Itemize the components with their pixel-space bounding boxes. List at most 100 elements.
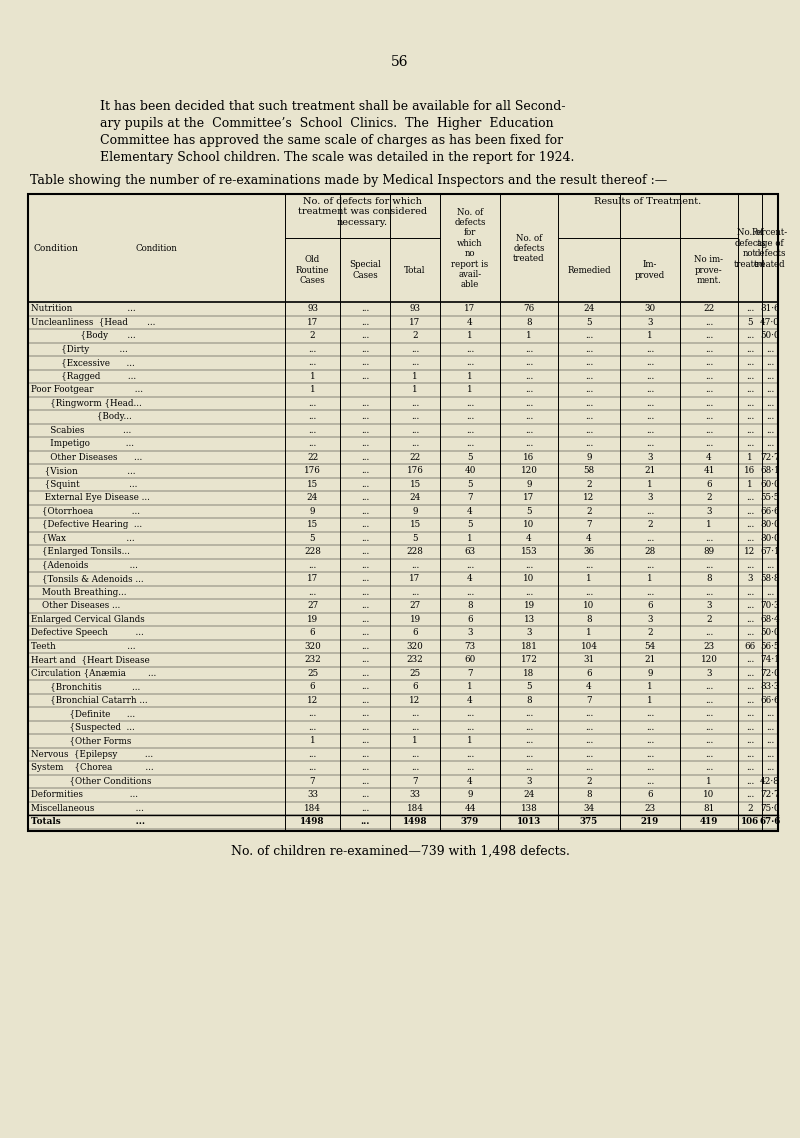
Text: 93: 93: [410, 304, 421, 313]
Text: ...: ...: [705, 331, 713, 340]
Text: ...: ...: [646, 398, 654, 407]
Text: ...: ...: [361, 398, 369, 407]
Text: ...: ...: [646, 386, 654, 394]
Text: 176: 176: [406, 467, 423, 476]
Text: ...: ...: [361, 803, 369, 813]
Text: 4: 4: [467, 575, 473, 584]
Text: 21: 21: [644, 467, 656, 476]
Text: ...: ...: [646, 709, 654, 718]
Text: {Other Forms: {Other Forms: [31, 736, 131, 745]
Text: {Defective Hearing  ...: {Defective Hearing ...: [31, 520, 142, 529]
Text: It has been decided that such treatment shall be available for all Second-: It has been decided that such treatment …: [100, 100, 566, 113]
Text: 24: 24: [523, 790, 534, 799]
Text: 106: 106: [741, 817, 759, 826]
Text: ...: ...: [466, 709, 474, 718]
Text: ...: ...: [746, 331, 754, 340]
Text: ...: ...: [705, 386, 713, 394]
Text: 2: 2: [310, 331, 315, 340]
Text: ...: ...: [308, 723, 317, 732]
Text: 31: 31: [583, 655, 594, 665]
Text: ...: ...: [411, 426, 419, 435]
Text: Deformities                 ...: Deformities ...: [31, 790, 138, 799]
Text: 2: 2: [647, 628, 653, 637]
Text: 33: 33: [410, 790, 421, 799]
Text: 3: 3: [706, 506, 712, 516]
Text: ...: ...: [525, 372, 533, 381]
Text: 15: 15: [307, 480, 318, 488]
Text: ...: ...: [585, 439, 593, 448]
Text: ...: ...: [525, 398, 533, 407]
Text: ...: ...: [766, 398, 774, 407]
Text: Condition: Condition: [33, 244, 78, 253]
Text: 232: 232: [406, 655, 423, 665]
Text: ...: ...: [766, 412, 774, 421]
Text: 9: 9: [412, 506, 418, 516]
Text: 8: 8: [467, 601, 473, 610]
Text: ...: ...: [705, 709, 713, 718]
Text: 2: 2: [647, 520, 653, 529]
Text: ...: ...: [361, 561, 369, 570]
Text: 5: 5: [747, 318, 753, 327]
Text: 3: 3: [526, 777, 532, 785]
Text: 8: 8: [526, 318, 532, 327]
Text: 30: 30: [645, 304, 655, 313]
Text: ...: ...: [361, 750, 369, 759]
Text: 10: 10: [523, 575, 534, 584]
Text: ...: ...: [361, 601, 369, 610]
Text: 9: 9: [647, 669, 653, 678]
Text: ...: ...: [746, 750, 754, 759]
Text: 6: 6: [586, 669, 592, 678]
Text: 6: 6: [706, 480, 712, 488]
Text: 176: 176: [304, 467, 321, 476]
Text: 23: 23: [703, 642, 714, 651]
Text: ...: ...: [746, 695, 754, 704]
Text: ...: ...: [746, 426, 754, 435]
Text: 17: 17: [307, 575, 318, 584]
Text: 228: 228: [406, 547, 423, 556]
Text: ...: ...: [361, 480, 369, 488]
Text: ...: ...: [766, 439, 774, 448]
Text: ...: ...: [411, 587, 419, 596]
Text: 4: 4: [526, 534, 532, 543]
Text: {Wax                      ...: {Wax ...: [31, 534, 134, 543]
Text: 6: 6: [310, 628, 315, 637]
Text: 120: 120: [701, 655, 718, 665]
Text: 3: 3: [647, 493, 653, 502]
Text: 5: 5: [526, 506, 532, 516]
Text: 7: 7: [586, 695, 592, 704]
Text: Poor Footgear               ...: Poor Footgear ...: [31, 386, 143, 394]
Text: ...: ...: [308, 709, 317, 718]
Text: 1: 1: [647, 695, 653, 704]
Text: ...: ...: [361, 655, 369, 665]
Text: ...: ...: [411, 358, 419, 368]
Text: 5: 5: [412, 534, 418, 543]
Text: {Ringworm {Head...: {Ringworm {Head...: [31, 398, 142, 407]
Text: ...: ...: [411, 561, 419, 570]
Text: ...: ...: [466, 764, 474, 773]
Text: 1: 1: [412, 386, 418, 394]
Text: 56: 56: [391, 55, 409, 69]
Text: 1: 1: [647, 683, 653, 691]
Text: ...: ...: [466, 426, 474, 435]
Text: 15: 15: [307, 520, 318, 529]
Text: 42·8: 42·8: [760, 777, 780, 785]
Text: ...: ...: [746, 520, 754, 529]
Text: ...: ...: [646, 358, 654, 368]
Text: 4: 4: [586, 534, 592, 543]
Text: 4: 4: [467, 318, 473, 327]
Text: 18: 18: [523, 669, 534, 678]
Text: ...: ...: [308, 426, 317, 435]
Text: 12: 12: [410, 695, 421, 704]
Text: 1: 1: [467, 683, 473, 691]
Text: Circulation {Anæmia        ...: Circulation {Anæmia ...: [31, 669, 156, 678]
Text: ...: ...: [585, 736, 593, 745]
Text: 228: 228: [304, 547, 321, 556]
Text: {Excessive      ...: {Excessive ...: [31, 358, 134, 368]
Text: ...: ...: [746, 683, 754, 691]
Text: ...: ...: [525, 412, 533, 421]
Text: ...: ...: [360, 817, 370, 826]
Text: ...: ...: [585, 331, 593, 340]
Text: 1: 1: [647, 331, 653, 340]
Text: 3: 3: [706, 669, 712, 678]
Text: ...: ...: [646, 372, 654, 381]
